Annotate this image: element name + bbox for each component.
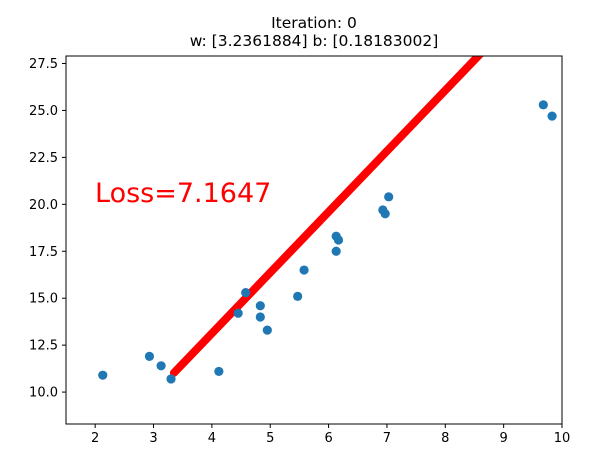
y-tick-label: 17.5 (29, 245, 58, 260)
y-tick-label: 12.5 (29, 339, 58, 354)
data-point (331, 246, 341, 256)
y-tick-label: 22.5 (29, 151, 58, 166)
fit-line (169, 56, 484, 377)
chart-title-line2: w: [3.2361884] b: [0.18183002] (190, 32, 439, 50)
x-tick-label: 2 (91, 431, 99, 446)
x-tick-label: 4 (208, 431, 216, 446)
data-point (299, 265, 309, 275)
data-point (262, 325, 272, 335)
data-point (384, 192, 394, 202)
data-point (293, 291, 303, 301)
data-point (233, 308, 243, 318)
y-tick-label: 15.0 (29, 292, 58, 307)
x-tick-label: 8 (441, 431, 449, 446)
data-point (538, 100, 548, 110)
data-point (98, 370, 108, 380)
chart-title-line1: Iteration: 0 (271, 14, 357, 32)
x-tick-label: 6 (324, 431, 332, 446)
y-tick-label: 10.0 (29, 386, 58, 401)
x-tick-label: 10 (554, 431, 571, 446)
y-axis: 10.0 12.5 15.0 17.5 20.0 22.5 25.0 27.5 (29, 57, 66, 401)
x-tick-label: 5 (266, 431, 274, 446)
y-tick-label: 20.0 (29, 198, 58, 213)
plot-frame (65, 55, 563, 425)
data-point (144, 351, 155, 362)
x-tick-label: 7 (383, 431, 391, 446)
x-tick-label: 9 (500, 431, 508, 446)
data-point (255, 301, 265, 311)
data-point (214, 366, 224, 377)
loss-annotation: Loss=7.1647 (95, 178, 271, 209)
data-point (547, 111, 557, 121)
data-point (166, 374, 176, 384)
x-axis: 2 3 4 5 6 7 8 9 10 (91, 424, 570, 446)
data-point (333, 235, 344, 245)
data-point (241, 287, 251, 298)
x-tick-label: 3 (149, 431, 157, 446)
data-point (255, 312, 265, 322)
y-tick-label: 25.0 (29, 104, 58, 119)
data-point (156, 361, 166, 371)
data-point (380, 209, 390, 219)
y-tick-label: 27.5 (29, 57, 58, 72)
